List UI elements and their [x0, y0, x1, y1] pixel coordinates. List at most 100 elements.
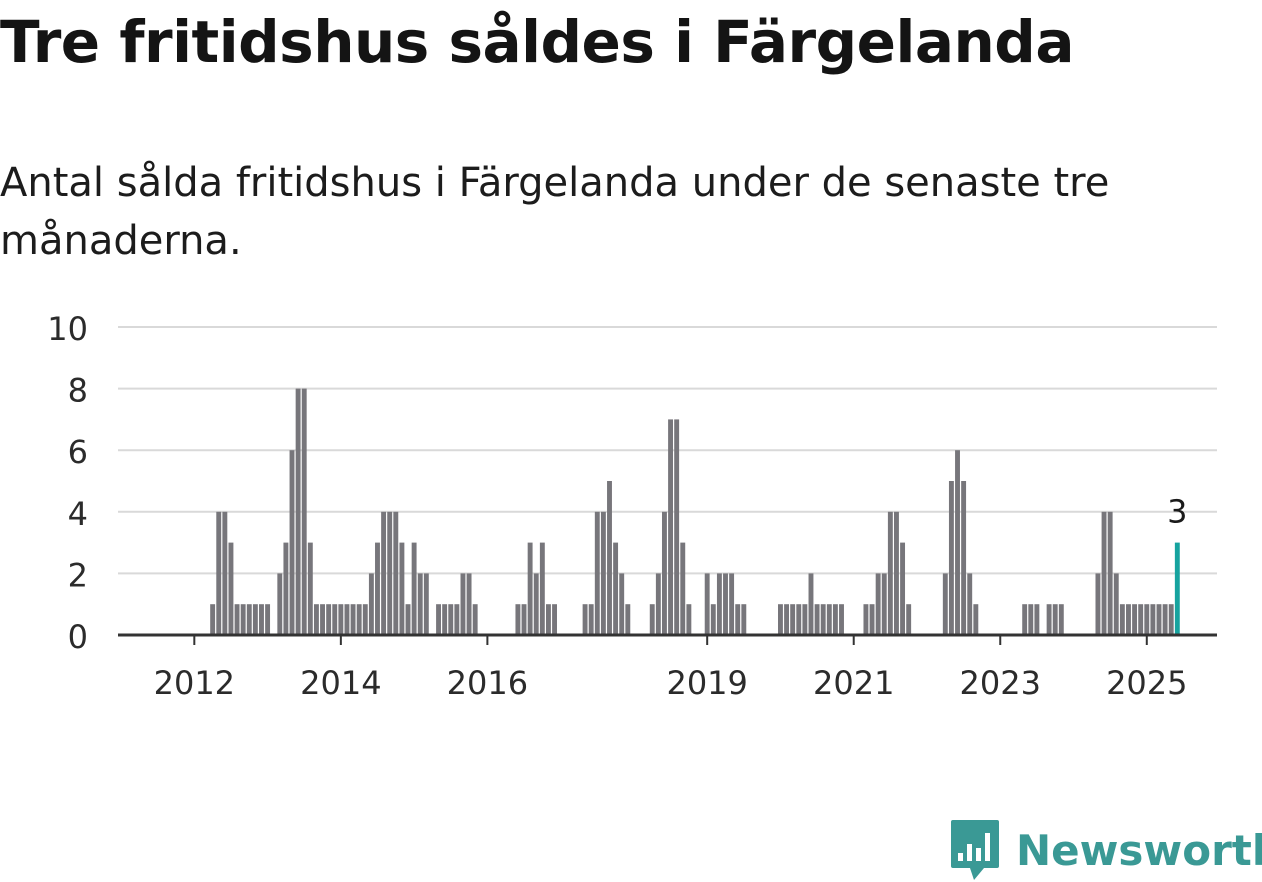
- bar: [741, 604, 747, 635]
- bar: [246, 604, 252, 635]
- bar-chart: 0 2 4 6 8 10 2012 2014 2016 2019 2021 2023 2025 3: [47, 310, 1217, 702]
- bar: [375, 542, 380, 635]
- bar: [1119, 604, 1125, 635]
- bar: [778, 604, 783, 635]
- bar: [1022, 604, 1028, 635]
- bar: [472, 604, 478, 635]
- bar: [820, 604, 826, 635]
- bar: [869, 604, 875, 635]
- bar: [674, 419, 680, 635]
- bar: [344, 604, 350, 635]
- bar: [387, 511, 393, 635]
- chart-title: Tre fritidshus såldes i Färgelanda: [0, 8, 1074, 76]
- bar: [704, 573, 710, 635]
- bar: [619, 573, 625, 635]
- bar: [967, 573, 973, 635]
- bar: [1138, 604, 1144, 635]
- bar: [423, 573, 429, 635]
- bar: [295, 388, 301, 635]
- bar: [545, 604, 551, 635]
- bar: [399, 542, 405, 635]
- bar: [1113, 573, 1119, 635]
- bar: [265, 604, 271, 635]
- bar: [881, 573, 887, 635]
- bar: [1028, 604, 1034, 635]
- bar: [448, 604, 454, 635]
- bar: [863, 604, 869, 635]
- bar: [668, 419, 674, 635]
- bar: [1144, 604, 1150, 635]
- bar: [784, 604, 790, 635]
- bar: [240, 604, 246, 635]
- bar: [1156, 604, 1162, 635]
- bar-chart-speech-bubble-icon: [951, 820, 999, 880]
- bar: [1150, 604, 1156, 635]
- bar: [1034, 604, 1040, 635]
- y-tick-label: 10: [47, 310, 88, 348]
- bar: [442, 604, 448, 635]
- bar: [259, 604, 264, 635]
- bar: [356, 604, 362, 635]
- bar: [839, 604, 844, 635]
- bar: [735, 604, 741, 635]
- bar: [1168, 604, 1174, 635]
- bar: [332, 604, 338, 635]
- bar: [277, 573, 283, 635]
- bar: [875, 573, 881, 635]
- bar: [680, 542, 686, 635]
- bar: [1052, 604, 1058, 635]
- y-tick-label: 2: [68, 556, 88, 594]
- y-tick-label: 0: [68, 618, 88, 656]
- bar: [417, 573, 423, 635]
- bar: [796, 604, 802, 635]
- x-tick-label: 2021: [813, 664, 894, 702]
- bar: [814, 604, 820, 635]
- bar: [533, 573, 539, 635]
- bar: [594, 511, 600, 635]
- bar: [716, 573, 722, 635]
- bar: [283, 542, 289, 635]
- bar: [301, 388, 307, 635]
- bar: [460, 573, 466, 635]
- bar: [228, 542, 234, 635]
- x-tick-label: 2019: [666, 664, 747, 702]
- bar: [887, 511, 893, 635]
- bar: [948, 481, 954, 635]
- bar: [362, 604, 368, 635]
- bar: [405, 604, 411, 635]
- highlight-value-label: 3: [1167, 493, 1187, 531]
- bar: [625, 604, 631, 635]
- bar: [826, 604, 832, 635]
- bar: [313, 604, 319, 635]
- bar: [942, 573, 948, 635]
- bar: [350, 604, 356, 635]
- bar: [655, 573, 661, 635]
- brand-name: Newsworthy: [1016, 825, 1262, 875]
- bar: [729, 573, 735, 635]
- bar: [1126, 604, 1131, 635]
- bar: [832, 604, 838, 635]
- bar: [1132, 604, 1138, 635]
- bar: [515, 604, 521, 635]
- bar: [552, 604, 557, 635]
- bar: [649, 604, 655, 635]
- bar: [1162, 604, 1168, 635]
- bar: [234, 604, 240, 635]
- bar: [710, 604, 716, 635]
- highlight-bar: [1174, 542, 1180, 635]
- bar: [1095, 573, 1101, 635]
- bar: [955, 450, 960, 635]
- bar: [961, 481, 967, 635]
- bar: [521, 604, 527, 635]
- x-tick-label: 2025: [1106, 664, 1187, 702]
- bar: [686, 604, 692, 635]
- bar: [1107, 511, 1113, 635]
- bar: [381, 511, 387, 635]
- bar: [252, 604, 258, 635]
- bar: [436, 604, 441, 635]
- y-tick-label: 8: [68, 372, 88, 410]
- bar: [326, 604, 332, 635]
- bar: [1046, 604, 1052, 635]
- bar: [1101, 511, 1107, 635]
- bar: [320, 604, 325, 635]
